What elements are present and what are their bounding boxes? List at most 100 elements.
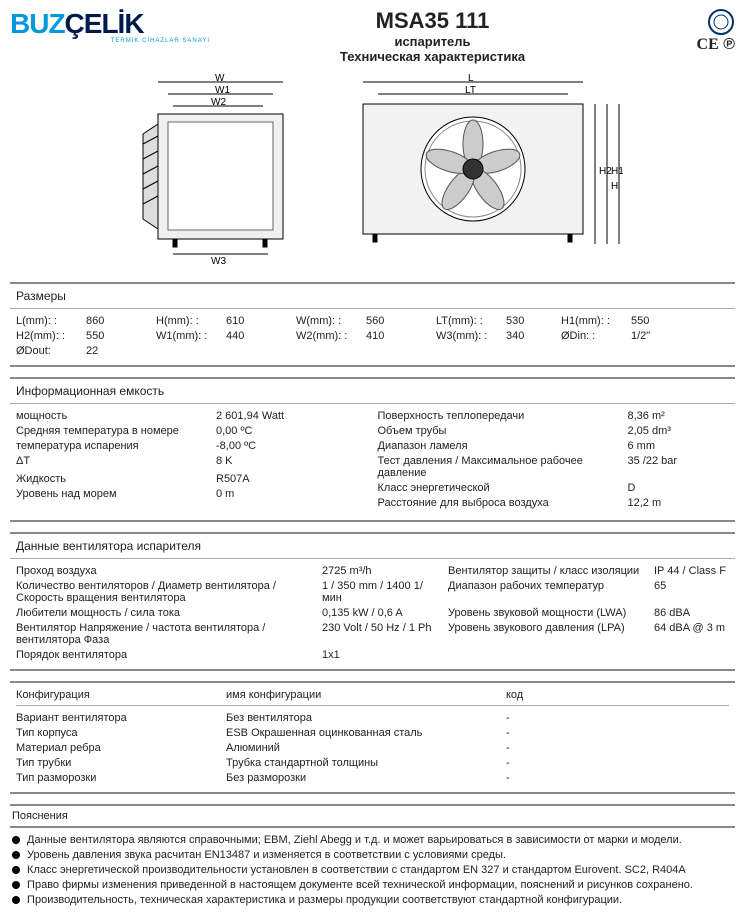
- info-row: Диапазон ламеля6 mm: [378, 440, 730, 452]
- logo: BUZÇELİK TERMIK CIHAZLAR SANAYI: [10, 8, 210, 44]
- config-cell: -: [506, 772, 626, 784]
- config-cell: -: [506, 727, 626, 739]
- info-value: 6 mm: [628, 440, 656, 452]
- bullet-icon: [12, 866, 20, 874]
- info-left-col: мощность2 601,94 WattСредняя температура…: [16, 410, 368, 512]
- dim-value: [226, 345, 296, 357]
- dim-label: [561, 345, 631, 357]
- config-col-1: имя конфигурации: [226, 689, 506, 705]
- ce-mark: CE: [697, 36, 719, 53]
- section-dimensions: Размеры L(mm): :860H(mm): :610W(mm): :56…: [10, 282, 735, 367]
- fan-value: 64 dBA @ 3 m: [654, 622, 734, 646]
- config-col-2: код: [506, 689, 626, 705]
- svg-text:W3: W3: [211, 256, 226, 264]
- drawing-front-view: L LT H2 H1 H: [343, 74, 623, 264]
- info-label: Поверхность теплопередачи: [378, 410, 628, 422]
- config-cell: -: [506, 742, 626, 754]
- section-config: Конфигурация имя конфигурации код Вариан…: [10, 681, 735, 794]
- info-value: 0,00 ºC: [216, 425, 252, 437]
- fan-label: Уровень звукового давления (LPA): [448, 622, 648, 646]
- notes-body: Данные вентилятора являются справочными;…: [10, 834, 735, 906]
- note-line: Класс энергетической производительности …: [10, 864, 735, 876]
- dims-grid: L(mm): :860H(mm): :610W(mm): :560LT(mm):…: [16, 315, 729, 357]
- bullet-icon: [12, 836, 20, 844]
- note-text: Производительность, техническая характер…: [24, 894, 622, 906]
- dim-value: 410: [366, 330, 436, 342]
- info-label: Жидкость: [16, 473, 216, 485]
- dim-value: 530: [506, 315, 561, 327]
- dim-label: LT(mm): :: [436, 315, 506, 327]
- logo-part2: ÇELİK: [65, 8, 144, 39]
- info-label: Тест давления / Максимальное рабочее дав…: [378, 455, 628, 479]
- fan-label: [448, 649, 648, 661]
- config-cell: -: [506, 757, 626, 769]
- subtitle-1: испаритель: [210, 34, 655, 49]
- fan-label: Вентилятор Напряжение / частота вентилят…: [16, 622, 316, 646]
- config-cell: -: [506, 712, 626, 724]
- dim-label: ØDout:: [16, 345, 86, 357]
- info-right-col: Поверхность теплопередачи8,36 m²Объем тр…: [378, 410, 730, 512]
- bullet-icon: [12, 881, 20, 889]
- info-row: ΔT8 K: [16, 455, 368, 467]
- info-row: Класс энергетическойD: [378, 482, 730, 494]
- svg-text:W: W: [215, 74, 225, 84]
- note-text: Класс энергетической производительности …: [24, 864, 686, 876]
- fan-label: Порядок вентилятора: [16, 649, 316, 661]
- config-cell: Без разморозки: [226, 772, 506, 784]
- dim-value: 22: [86, 345, 156, 357]
- dim-value: [506, 345, 561, 357]
- dim-value: 550: [631, 315, 681, 327]
- info-row: температура испарения-8,00 ºC: [16, 440, 368, 452]
- dim-value: 610: [226, 315, 296, 327]
- info-value: -8,00 ºC: [216, 440, 256, 452]
- section-header-fan: Данные вентилятора испарителя: [10, 534, 735, 559]
- dim-value: 550: [86, 330, 156, 342]
- svg-text:H1: H1: [611, 166, 623, 177]
- title-block: MSA35 111 испаритель Техническая характе…: [210, 8, 655, 64]
- fan-value: 2725 m³/h: [322, 565, 442, 577]
- info-value: R507A: [216, 473, 250, 485]
- dim-label: [436, 345, 506, 357]
- fan-value: 0,135 kW / 0,6 A: [322, 607, 442, 619]
- note-text: Право фирмы изменения приведенной в наст…: [24, 879, 693, 891]
- dim-label: L(mm): :: [16, 315, 86, 327]
- config-cell: Материал ребра: [16, 742, 226, 754]
- bullet-icon: [12, 851, 20, 859]
- note-line: Производительность, техническая характер…: [10, 894, 735, 906]
- dim-label: W3(mm): :: [436, 330, 506, 342]
- config-cell: Тип корпуса: [16, 727, 226, 739]
- note-text: Данные вентилятора являются справочными;…: [24, 834, 682, 846]
- dim-value: [366, 345, 436, 357]
- info-label: температура испарения: [16, 440, 216, 452]
- fan-label: Любители мощность / сила тока: [16, 607, 316, 619]
- fan-label: Уровень звуковой мощности (LWA): [448, 607, 648, 619]
- svg-text:L: L: [468, 74, 474, 84]
- info-value: 8,36 m²: [628, 410, 665, 422]
- fan-value: 65: [654, 580, 734, 604]
- dim-label: ØDin: :: [561, 330, 631, 342]
- config-header-row: Конфигурация имя конфигурации код: [16, 689, 729, 706]
- fan-value: 230 Volt / 50 Hz / 1 Ph: [322, 622, 442, 646]
- info-label: мощность: [16, 410, 216, 422]
- info-row: Средняя температура в номере0,00 ºC: [16, 425, 368, 437]
- dim-label: H(mm): :: [156, 315, 226, 327]
- dim-value: 860: [86, 315, 156, 327]
- config-cell: Без вентилятора: [226, 712, 506, 724]
- fan-value: 86 dBA: [654, 607, 734, 619]
- fan-label: Вентилятор защиты / класс изоляции: [448, 565, 648, 577]
- info-label: Объем трубы: [378, 425, 628, 437]
- info-value: 12,2 m: [628, 497, 662, 509]
- info-label: Средняя температура в номере: [16, 425, 216, 437]
- info-label: ΔT: [16, 455, 216, 467]
- info-value: 0 m: [216, 488, 234, 500]
- svg-text:H: H: [611, 181, 618, 192]
- info-row: Расстояние для выброса воздуха12,2 m: [378, 497, 730, 509]
- config-cell: Вариант вентилятора: [16, 712, 226, 724]
- note-text: Уровень давления звука расчитан EN13487 …: [24, 849, 506, 861]
- dim-label: H2(mm): :: [16, 330, 86, 342]
- fan-label: Проход воздуха: [16, 565, 316, 577]
- dim-value: 560: [366, 315, 436, 327]
- info-value: 8 K: [216, 455, 233, 467]
- logo-part1: BUZ: [10, 8, 65, 39]
- info-row: Поверхность теплопередачи8,36 m²: [378, 410, 730, 422]
